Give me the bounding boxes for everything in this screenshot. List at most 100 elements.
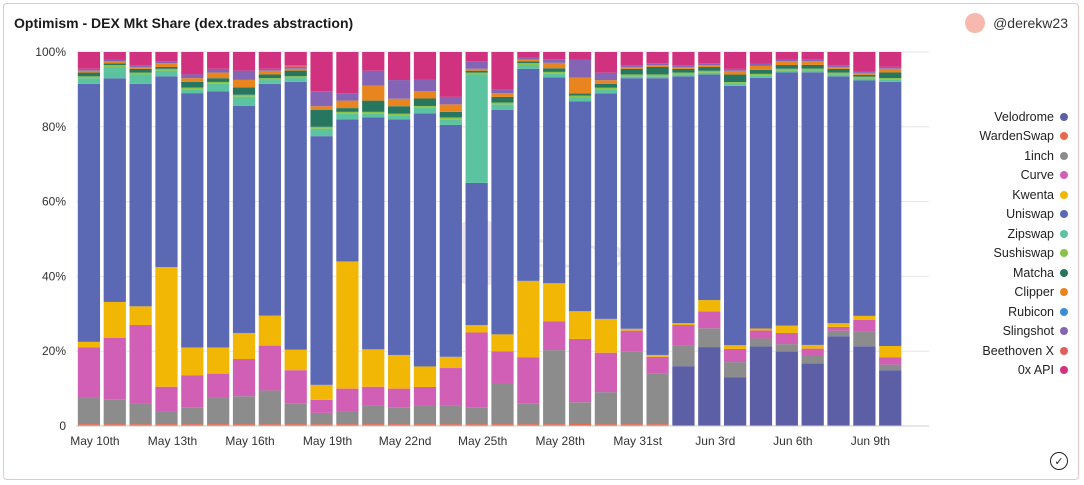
bar-segment xyxy=(77,76,101,79)
bar-segment xyxy=(77,83,101,342)
bar-segment xyxy=(801,344,824,349)
bar-segment xyxy=(413,105,437,108)
bar-segment xyxy=(517,59,540,62)
bar-segment xyxy=(439,111,462,118)
bar-segment xyxy=(310,52,333,92)
legend-item[interactable]: Matcha xyxy=(868,263,1068,283)
bar-segment xyxy=(336,424,359,426)
legend-label: Curve xyxy=(1020,168,1054,183)
bar-segment xyxy=(232,396,256,425)
bar-segment xyxy=(310,106,333,110)
author-name[interactable]: @derekw23 xyxy=(993,15,1068,31)
legend-dot xyxy=(1060,307,1068,316)
bar-segment xyxy=(181,424,204,426)
bar-segment xyxy=(310,126,333,129)
bar-segment xyxy=(491,351,514,383)
bar-segment xyxy=(103,67,126,79)
legend-item[interactable]: Uniswap xyxy=(868,205,1068,225)
bar-segment xyxy=(362,85,385,101)
legend-item[interactable]: Clipper xyxy=(868,283,1068,303)
legend-item[interactable]: Zipswap xyxy=(868,224,1068,244)
bar-segment xyxy=(594,80,618,84)
bar-segment xyxy=(129,424,152,426)
bar-segment xyxy=(77,68,101,71)
bar-segment xyxy=(543,424,566,426)
bar-segment xyxy=(543,62,566,69)
bar-segment xyxy=(207,424,230,426)
x-tick-label: May 16th xyxy=(225,434,274,448)
bar-segment xyxy=(258,52,281,69)
bar-segment xyxy=(181,375,204,408)
bar-segment xyxy=(775,72,798,326)
legend-item[interactable]: WardenSwap xyxy=(868,127,1068,147)
bar-segment xyxy=(568,93,592,96)
bar-segment xyxy=(413,386,437,406)
bar-segment xyxy=(594,83,618,88)
legend-label: Velodrome xyxy=(994,109,1054,124)
x-tick-label: Jun 6th xyxy=(773,434,812,448)
bar-segment xyxy=(310,399,333,413)
bar-segment xyxy=(620,74,643,77)
legend-label: Zipswap xyxy=(1007,226,1054,241)
bar-segment xyxy=(568,59,592,78)
check-circle-icon[interactable]: ✓ xyxy=(1050,452,1068,470)
bar-segment xyxy=(724,68,747,71)
legend-item[interactable]: Velodrome xyxy=(868,107,1068,127)
bar-segment xyxy=(853,74,876,77)
legend-item[interactable]: Rubicon xyxy=(868,302,1068,322)
bar-segment xyxy=(362,386,385,406)
bar-segment xyxy=(181,407,204,425)
bar-segment xyxy=(827,52,850,66)
bar-segment xyxy=(517,403,540,425)
bar-segment xyxy=(387,424,411,426)
bar-segment xyxy=(362,405,385,425)
bar-segment xyxy=(801,68,824,71)
x-tick-label: May 28th xyxy=(536,434,585,448)
legend-dot xyxy=(1060,210,1068,219)
legend-item[interactable]: 1inch xyxy=(868,146,1068,166)
bar-segment xyxy=(568,338,592,403)
legend-item[interactable]: 0x API xyxy=(868,361,1068,381)
bar-segment xyxy=(775,70,798,73)
bar-segment xyxy=(465,332,488,408)
bar-segment xyxy=(491,102,514,105)
bar-segment xyxy=(465,182,488,326)
bar-segment xyxy=(491,89,514,94)
bar-segment xyxy=(232,87,256,95)
bar-segment xyxy=(724,82,747,84)
y-tick-label: 0 xyxy=(59,419,66,433)
bar-segment xyxy=(465,74,488,183)
bar-segment xyxy=(491,52,514,90)
bar-segment xyxy=(775,65,798,69)
bar-segment xyxy=(103,61,126,64)
bar-segment xyxy=(568,97,592,102)
bar-segment xyxy=(491,96,514,103)
author[interactable]: @derekw23 xyxy=(965,13,1068,33)
bar-segment xyxy=(77,72,101,77)
bar-segment xyxy=(155,63,178,67)
legend-item[interactable]: Beethoven X xyxy=(868,341,1068,361)
bar-segment xyxy=(827,68,850,73)
bar-segment xyxy=(387,354,411,389)
bar-segment xyxy=(698,65,721,68)
bar-segment xyxy=(77,397,101,425)
bar-segment xyxy=(724,348,747,363)
bar-segment xyxy=(465,68,488,71)
bar-segment xyxy=(853,80,876,316)
bar-segment xyxy=(103,399,126,425)
legend-item[interactable]: Slingshot xyxy=(868,322,1068,342)
bar-segment xyxy=(155,70,178,77)
bar-segment xyxy=(310,384,333,400)
bar-segment xyxy=(181,78,204,82)
legend-item[interactable]: Kwenta xyxy=(868,185,1068,205)
legend-item[interactable]: Sushiswap xyxy=(868,244,1068,264)
legend-label: WardenSwap xyxy=(979,129,1054,144)
legend-item[interactable]: Curve xyxy=(868,166,1068,186)
bar-segment xyxy=(155,386,178,412)
bar-segment xyxy=(413,113,437,367)
bar-segment xyxy=(336,411,359,425)
bar-segment xyxy=(77,78,101,84)
bar-segment xyxy=(517,65,540,69)
bar-segment xyxy=(232,105,256,333)
